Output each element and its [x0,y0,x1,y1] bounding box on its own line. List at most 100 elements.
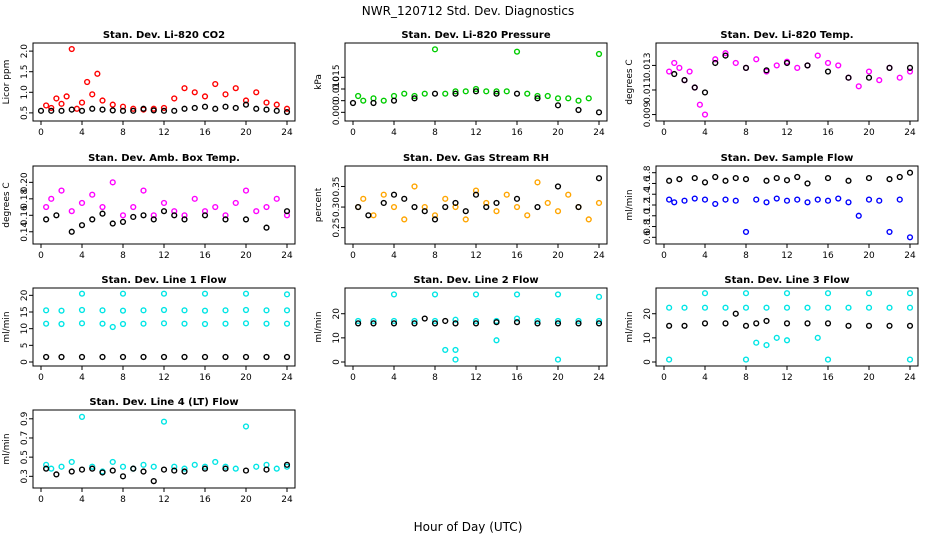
data-point [722,50,729,57]
data-point [99,307,106,314]
data-point [595,317,603,325]
data-point [355,320,362,327]
data-point [783,320,791,327]
data-point [401,216,408,223]
data-point [160,418,168,425]
y-tick-label: 0.3 [20,469,30,483]
data-point [814,196,821,203]
data-point [411,92,418,100]
x-tick-label: 24 [904,251,916,261]
data-point [63,93,70,100]
data-point [503,88,510,95]
data-point [201,212,209,219]
data-point [431,90,439,97]
data-point [886,176,893,183]
panel-title: Stan. Dev. Li-820 Pressure [401,30,551,41]
data-point [283,208,291,215]
data-point [370,320,377,327]
data-point [742,322,750,329]
data-point [845,199,852,206]
data-point [242,423,250,430]
y-tick-label: 1.8 [643,165,653,180]
panel-title: Stan. Dev. Amb. Box Temp. [88,153,240,164]
data-point [732,310,739,317]
x-tick-label: 16 [822,251,834,261]
data-point [575,106,582,114]
data-point [119,290,127,297]
x-axis-label: Hour of Day (UTC) [414,520,523,534]
x-tick-label: 8 [743,128,749,138]
data-point [906,290,914,297]
panel-title: Stan. Dev. Line 4 (LT) Flow [89,397,238,408]
data-point [89,465,96,472]
data-point [390,317,398,325]
data-point [824,290,832,297]
data-point [94,70,101,77]
data-point [565,95,572,102]
data-point [666,304,673,311]
data-point [722,196,729,203]
data-point [666,356,673,363]
panel-2: Stan. Dev. Li-820 Pressure kPa 0 4 8 12 16 20 24… [314,30,608,138]
data-point [181,105,188,112]
x-tick-label: 0 [38,251,44,261]
panel-8: Stan. Dev. Line 2 Flow ml/min 0 4 8 12 16 20 24 0… [314,275,608,383]
y-tick-label: 0.35 [332,176,342,196]
data-point [119,473,127,480]
data-point [701,320,709,327]
data-point [534,92,541,100]
data-point [666,68,673,75]
x-tick-label: 4 [79,128,85,138]
data-point [534,203,541,211]
data-point [201,93,209,100]
data-point [824,304,832,311]
data-point [886,304,893,311]
data-point [783,290,791,297]
data-point [263,106,270,113]
y-tick-label: 1.5 [20,65,30,79]
data-point [472,88,480,95]
data-point [773,334,780,341]
data-point [283,320,291,327]
panel-3: Stan. Dev. Li-820 Temp. degrees C 0 4 8 12 16 2… [625,30,919,138]
data-point [355,203,362,211]
data-point [201,353,209,361]
data-point [814,334,821,341]
data-point [58,107,65,114]
x-tick-label: 16 [511,128,523,138]
data-point [273,465,280,472]
data-point [666,177,673,184]
data-point [201,320,209,328]
plot-frame [655,287,919,367]
data-point [263,353,270,361]
data-point [804,62,811,69]
data-point [43,102,50,109]
data-point [442,317,449,325]
x-tick-label: 20 [863,373,875,383]
x-tick-label: 0 [350,251,356,261]
data-point [160,208,168,215]
x-tick-label: 16 [822,373,834,383]
panel-5: Stan. Dev. Gas Stream RH percent 0 4 8 12 16 20… [314,153,608,261]
x-tick-label: 8 [743,251,749,261]
data-point [783,304,791,311]
data-point [691,174,698,182]
data-point [109,107,116,114]
data-point [370,99,377,107]
x-tick-label: 12 [158,128,169,138]
data-point [753,339,760,346]
data-point [171,95,178,102]
data-point [89,91,96,98]
data-point [349,99,357,107]
data-point [824,68,832,75]
data-point [472,291,480,298]
data-point [575,97,582,104]
data-point [140,468,147,475]
data-point [742,64,750,71]
data-point [722,320,729,327]
data-point [411,320,418,327]
data-point [99,353,106,361]
data-point [462,208,469,215]
panel-4: Stan. Dev. Amb. Box Temp. degrees C 0 4 8 12 1… [2,153,296,261]
